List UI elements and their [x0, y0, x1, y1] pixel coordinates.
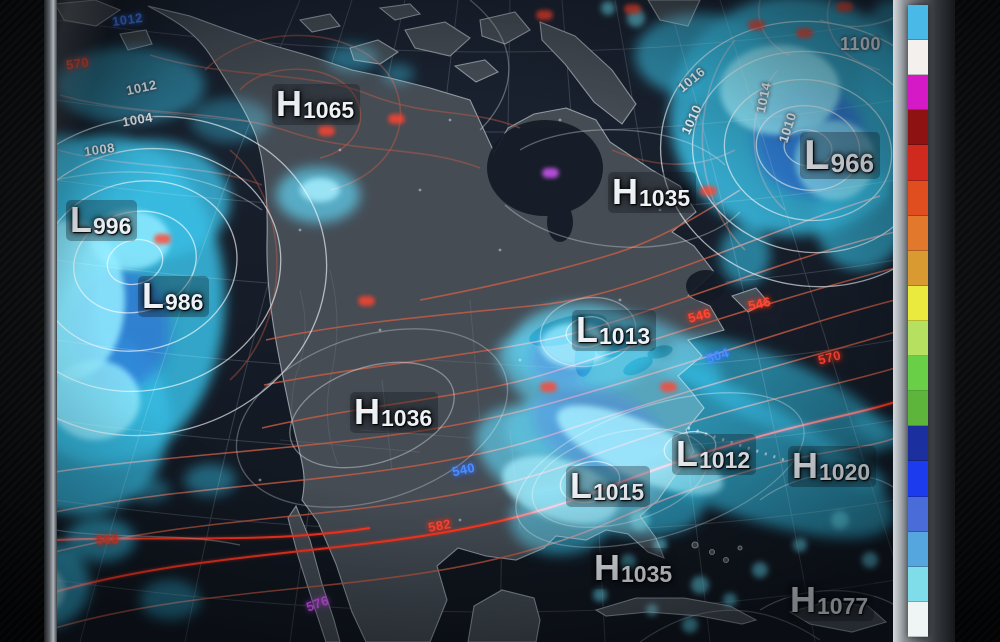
- pressure-center-l1015: L 1015: [566, 466, 651, 507]
- pressure-center-l1013: L 1013: [572, 310, 657, 351]
- contour-label: 570: [65, 54, 91, 73]
- contour-label: 540: [450, 459, 477, 480]
- fuzzy-contour-mark: [358, 296, 375, 306]
- fuzzy-contour-mark: [660, 382, 677, 392]
- colorbar-segment: [908, 250, 928, 286]
- colorbar-segment: [908, 601, 928, 637]
- contour-label: 546: [686, 305, 713, 326]
- contour-label: 546: [746, 293, 773, 314]
- colorbar-segment: [908, 5, 928, 41]
- map-labels-layer: H 1065 H 1035 L 966 L 996 L 986 L 1013 H 1036 L 1012 H 10…: [57, 0, 893, 642]
- pressure-center-h1035: H 1035: [590, 548, 679, 589]
- fuzzy-contour-mark: [536, 10, 553, 20]
- contour-label: 582: [426, 516, 453, 535]
- contour-label: 1010: [678, 102, 705, 137]
- contour-label: 568: [95, 531, 120, 548]
- colorbar-segment: [908, 110, 928, 146]
- pressure-center-h1077: H 1077: [786, 580, 875, 621]
- colorbar-segment: [908, 391, 928, 427]
- pressure-center-h1035: H 1035: [608, 172, 697, 213]
- contour-label: 1008: [83, 139, 116, 160]
- colorbar-segment: [908, 215, 928, 251]
- pressure-center-l996: L 996: [66, 200, 138, 241]
- colorbar-segment: [908, 180, 928, 216]
- fuzzy-contour-mark: [542, 168, 559, 178]
- contour-label: 1014: [752, 80, 775, 115]
- contour-label: 1100: [840, 34, 882, 54]
- fuzzy-contour-mark: [154, 234, 171, 244]
- colorbar-segment: [908, 145, 928, 181]
- contour-label: 1016: [674, 63, 709, 96]
- contour-label: 576: [304, 592, 332, 615]
- fuzzy-contour-mark: [318, 126, 335, 136]
- contour-label: 1010: [775, 110, 800, 145]
- precip-colorbar: [908, 5, 928, 637]
- pressure-center-l1012: L 1012: [672, 434, 757, 475]
- colorbar-segment: [908, 356, 928, 392]
- fuzzy-contour-mark: [540, 382, 557, 392]
- colorbar-segment: [908, 40, 928, 76]
- contour-label: 570: [816, 347, 843, 368]
- contour-label: 1012: [124, 76, 159, 99]
- colorbar-segment: [908, 461, 928, 497]
- pressure-center-h1065: H 1065: [272, 84, 361, 125]
- fuzzy-contour-mark: [624, 4, 641, 14]
- screen-bezel-left: [44, 0, 57, 642]
- contour-label: 504: [704, 344, 731, 367]
- colorbar-segment: [908, 75, 928, 111]
- colorbar-segment: [908, 566, 928, 602]
- pressure-center-h1020: H 1020: [788, 446, 877, 487]
- fuzzy-contour-mark: [748, 20, 765, 30]
- colorbar-segment: [908, 426, 928, 462]
- colorbar-segment: [908, 320, 928, 357]
- pressure-center-l986: L 986: [138, 276, 210, 317]
- contour-label: 1004: [120, 109, 154, 130]
- colorbar-segment: [908, 496, 928, 532]
- contour-label: 1012: [111, 9, 144, 30]
- fuzzy-contour-mark: [700, 186, 717, 196]
- fuzzy-contour-mark: [388, 114, 405, 124]
- fuzzy-contour-mark: [796, 28, 813, 38]
- fuzzy-contour-mark: [836, 2, 853, 12]
- pressure-center-h1036: H 1036: [350, 392, 439, 433]
- pressure-center-l966: L 966: [800, 132, 881, 179]
- colorbar-segment: [908, 285, 928, 321]
- colorbar-segment: [908, 531, 928, 567]
- weather-map-screen: H 1065 H 1035 L 966 L 996 L 986 L 1013 H 1036 L 1012 H 10…: [57, 0, 893, 642]
